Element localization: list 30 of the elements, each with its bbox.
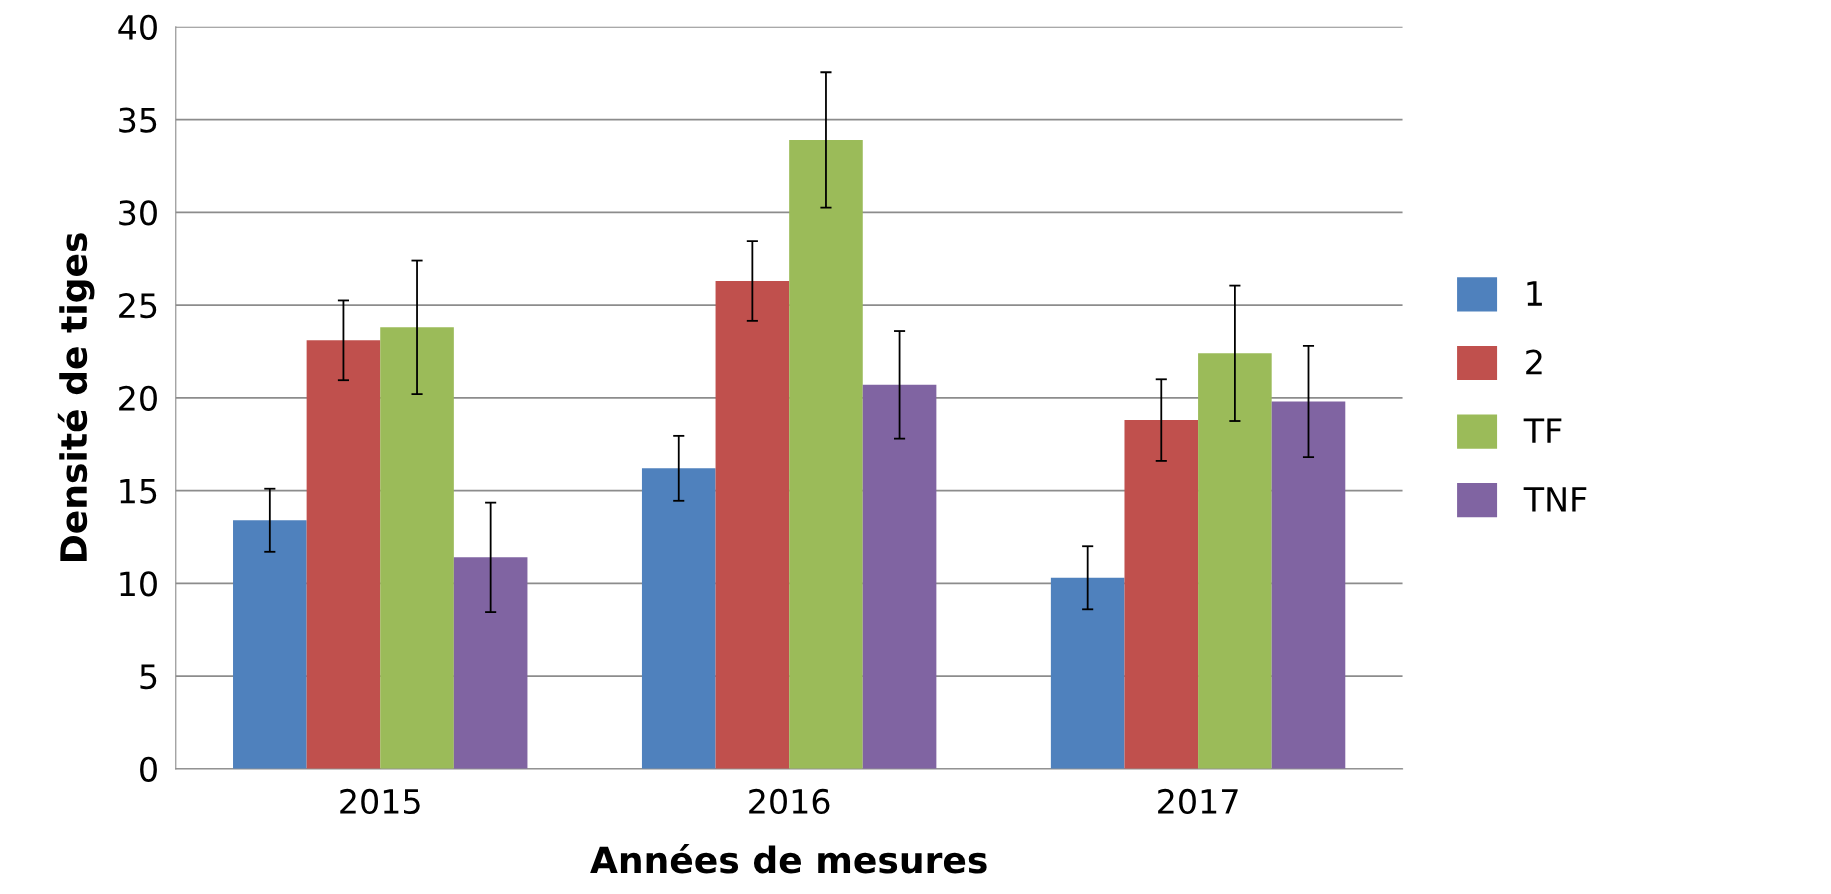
bar bbox=[380, 327, 454, 769]
x-tick-label: 2017 bbox=[1158, 788, 1238, 815]
x-axis-title: Années de mesures bbox=[590, 844, 987, 874]
y-tick-label: 5 bbox=[140, 664, 157, 690]
y-tick-label: 20 bbox=[119, 385, 157, 411]
y-tick-label: 10 bbox=[120, 571, 157, 597]
y-tick-label: 15 bbox=[120, 478, 157, 504]
bar bbox=[862, 384, 937, 769]
bar bbox=[306, 340, 381, 769]
bar bbox=[1198, 353, 1272, 769]
bar bbox=[789, 139, 863, 769]
bar bbox=[233, 520, 307, 769]
y-tick-label: 30 bbox=[119, 200, 157, 226]
legend-label: 1 bbox=[1527, 281, 1542, 306]
y-tick-label: 40 bbox=[118, 14, 157, 40]
bar bbox=[641, 468, 716, 769]
bar bbox=[1050, 577, 1125, 769]
y-tick-label: 25 bbox=[119, 293, 157, 319]
bar bbox=[453, 557, 528, 769]
legend-label: 2 bbox=[1526, 349, 1542, 375]
y-axis-title: Densité de tiges bbox=[57, 233, 95, 561]
legend-label: TF bbox=[1523, 418, 1562, 443]
x-tick-label: 2015 bbox=[340, 788, 420, 815]
y-tick-label: 35 bbox=[119, 107, 157, 133]
legend-label: TNF bbox=[1523, 487, 1587, 512]
bar bbox=[1271, 401, 1346, 769]
bar bbox=[715, 280, 790, 769]
bar bbox=[1124, 420, 1199, 769]
y-tick-label: 0 bbox=[140, 756, 157, 782]
x-tick-label: 2016 bbox=[749, 788, 830, 815]
